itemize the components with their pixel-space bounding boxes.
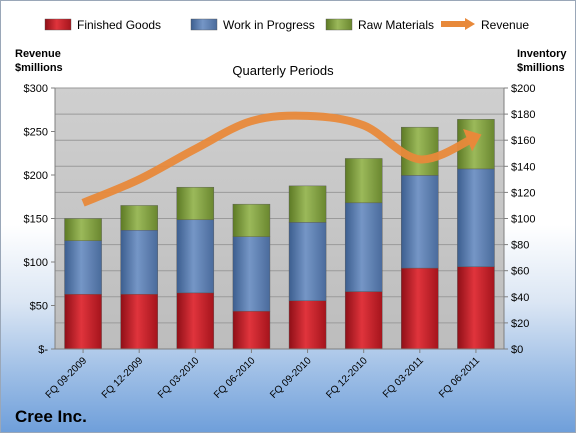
x-tick-label: FQ 09-2010 — [268, 355, 314, 401]
legend-label-revenue: Revenue — [481, 18, 529, 32]
bar-work-in-progress — [288, 222, 327, 301]
bar-raw-materials — [344, 158, 383, 204]
bar-raw-materials — [232, 203, 271, 237]
right-tick-label: $140 — [511, 161, 535, 173]
x-tick-label: FQ 12-2010 — [324, 355, 370, 401]
left-tick-label: $250 — [24, 127, 48, 139]
legend-swatch-raw-materials — [325, 18, 353, 31]
bar-finished-goods — [120, 293, 158, 350]
legend-arrow-revenue — [465, 18, 475, 30]
legend-label-finished-goods: Finished Goods — [77, 18, 161, 32]
left-tick-label: $150 — [24, 214, 48, 226]
left-tick-label: $100 — [24, 257, 48, 269]
bar-finished-goods — [457, 266, 495, 350]
right-axis-title-line2: $millions — [517, 62, 565, 74]
left-axis-title-line2: $millions — [15, 62, 63, 74]
bar-work-in-progress — [64, 240, 102, 295]
legend-label-work-in-progress: Work in Progress — [223, 18, 315, 32]
legend-label-raw-materials: Raw Materials — [358, 18, 434, 32]
bar-finished-goods — [344, 291, 383, 350]
x-tick-label: FQ 06-2010 — [212, 355, 258, 401]
bar-finished-goods — [64, 293, 102, 350]
right-tick-label: $40 — [511, 292, 529, 304]
bar-raw-materials — [120, 205, 158, 231]
x-tick-label: FQ 06-2011 — [437, 355, 482, 400]
right-tick-label: $120 — [511, 187, 535, 199]
bar-work-in-progress — [232, 236, 271, 312]
bar-raw-materials — [288, 185, 327, 223]
legend-swatch-work-in-progress — [190, 18, 218, 31]
bar-finished-goods — [401, 267, 439, 350]
bar-finished-goods — [176, 292, 215, 350]
bar-work-in-progress — [176, 219, 215, 294]
left-axis-title-line1: Revenue — [15, 48, 61, 60]
left-tick-label: $300 — [24, 83, 48, 95]
x-tick-label: FQ 09-2009 — [44, 355, 90, 401]
x-tick-label: FQ 03-2011 — [381, 355, 426, 400]
revenue-line — [81, 111, 478, 207]
bar-finished-goods — [232, 310, 271, 350]
right-tick-label: $20 — [511, 318, 529, 330]
left-tick-label: $- — [38, 344, 48, 356]
right-tick-label: $60 — [511, 266, 529, 278]
company-name: Cree Inc. — [15, 407, 87, 426]
right-tick-label: $100 — [511, 214, 535, 226]
bar-finished-goods — [288, 300, 327, 350]
bar-work-in-progress — [457, 168, 495, 267]
right-tick-label: $0 — [511, 344, 523, 356]
legend-swatch-finished-goods — [44, 18, 72, 31]
right-tick-label: $180 — [511, 109, 535, 121]
left-tick-label: $200 — [24, 170, 48, 182]
chart-title: Quarterly Periods — [232, 63, 334, 78]
right-tick-label: $80 — [511, 240, 529, 252]
x-tick-label: FQ 03-2010 — [156, 355, 202, 401]
bar-work-in-progress — [401, 175, 439, 269]
bar-work-in-progress — [120, 230, 158, 295]
right-tick-label: $200 — [511, 83, 535, 95]
revenue-arrowhead — [463, 128, 482, 152]
bar-raw-materials — [64, 218, 102, 241]
bar-work-in-progress — [344, 202, 383, 292]
right-axis-title-line1: Inventory — [517, 48, 567, 60]
right-tick-label: $160 — [511, 135, 535, 147]
bar-raw-materials — [176, 186, 215, 221]
left-tick-label: $50 — [30, 301, 48, 313]
x-tick-label: FQ 12-2009 — [100, 355, 146, 401]
